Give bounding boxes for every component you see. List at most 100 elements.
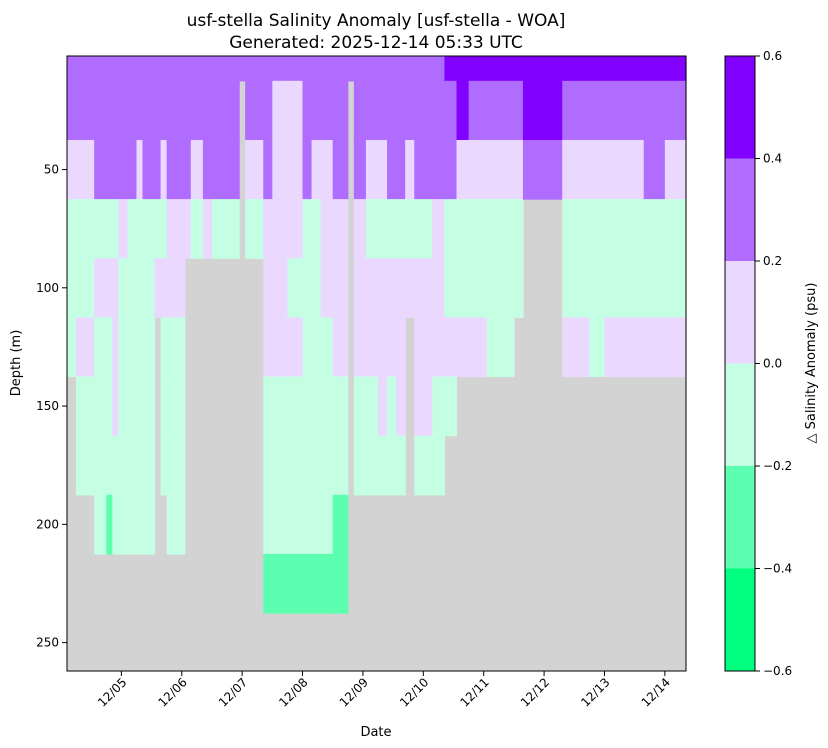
y-axis-label: Depth (m) — [9, 330, 24, 397]
heatmap-cell — [166, 199, 174, 259]
heatmap-cell — [118, 317, 128, 378]
x-tick-label: 12/05 — [95, 675, 129, 709]
heatmap-cell — [432, 258, 446, 318]
heatmap-cell — [76, 80, 83, 141]
heatmap-cell — [154, 139, 162, 200]
heatmap-cell — [332, 258, 349, 318]
heatmap-cell — [332, 553, 349, 614]
heatmap-cell — [221, 199, 240, 259]
heatmap-cell — [112, 199, 119, 259]
heatmap-cell — [272, 317, 289, 378]
heatmap-cell — [211, 199, 222, 259]
heatmap-cell — [127, 139, 138, 200]
heatmap-cell — [160, 376, 168, 437]
heatmap-cell — [456, 317, 470, 378]
heatmap-cell — [414, 435, 424, 496]
heatmap-cell — [82, 435, 95, 496]
heatmap-cell — [320, 258, 334, 318]
heatmap-cell — [468, 139, 488, 200]
heatmap-cell — [263, 80, 273, 141]
heatmap-cell — [142, 317, 156, 378]
heatmap-cell — [112, 435, 119, 496]
heatmap-cell — [82, 317, 95, 378]
heatmap-cell — [643, 258, 666, 318]
heatmap-cell — [365, 56, 379, 82]
heatmap-cell — [378, 435, 388, 496]
heatmap-cell — [378, 258, 388, 318]
heatmap-cell — [625, 56, 645, 82]
heatmap-cell — [311, 199, 322, 259]
heatmap-cell — [76, 435, 83, 496]
heatmap-cell — [154, 80, 162, 141]
heatmap-cell — [468, 80, 488, 141]
heatmap-cell — [112, 139, 119, 200]
heatmap-cell — [136, 376, 144, 437]
heatmap-cell — [211, 139, 222, 200]
heatmap-cell — [287, 139, 304, 200]
heatmap-cell — [396, 317, 406, 378]
heatmap-cell — [504, 258, 515, 318]
heatmap-cell — [160, 80, 168, 141]
heatmap-cell — [287, 317, 304, 378]
colorbar-tick-label: 0.0 — [763, 357, 782, 371]
heatmap-cell — [287, 553, 304, 614]
heatmap-cell — [76, 199, 83, 259]
heatmap-cell — [211, 80, 222, 141]
heatmap-cell — [118, 139, 128, 200]
heatmap-cell — [423, 56, 433, 82]
heatmap-cell — [332, 199, 349, 259]
heatmap-cell — [112, 258, 119, 318]
heatmap-cell — [589, 80, 606, 141]
heatmap-cell — [172, 376, 186, 437]
heatmap-cell — [625, 317, 645, 378]
colorbar-segment — [725, 363, 755, 466]
heatmap-cell — [332, 139, 349, 200]
heatmap-cell — [664, 139, 687, 200]
heatmap-cell — [432, 435, 446, 496]
heatmap-cell — [184, 139, 192, 200]
heatmap-cell — [166, 317, 174, 378]
heatmap-cell — [272, 435, 289, 496]
heatmap-cell — [444, 199, 458, 259]
heatmap-cell — [486, 80, 506, 141]
heatmap-cell — [136, 317, 144, 378]
heatmap-cell — [118, 199, 128, 259]
heatmap-cell — [184, 56, 192, 82]
colorbar-segment — [725, 466, 755, 569]
heatmap-cell — [245, 56, 264, 82]
heatmap-cell — [106, 56, 113, 82]
heatmap-cell — [432, 139, 446, 200]
heatmap-cell — [272, 553, 289, 614]
heatmap-cell — [387, 258, 397, 318]
heatmap-cell — [414, 317, 424, 378]
heatmap-cell — [302, 376, 313, 437]
heatmap-cell — [166, 376, 174, 437]
heatmap-cell — [378, 376, 388, 437]
heatmap-cell — [544, 56, 563, 82]
heatmap-cell — [643, 56, 666, 82]
heatmap-cell — [589, 199, 606, 259]
heatmap-cell — [311, 494, 322, 555]
heatmap-cell — [513, 258, 524, 318]
colorbar-segment — [725, 56, 755, 159]
heatmap-cell — [432, 56, 446, 82]
heatmap-cell — [172, 199, 186, 259]
x-tick-label: 12/13 — [578, 675, 612, 709]
heatmap-cell — [302, 139, 313, 200]
heatmap-cell — [320, 80, 334, 141]
heatmap-cell — [311, 435, 322, 496]
heatmap-cell — [414, 80, 424, 141]
heatmap-cell — [664, 56, 687, 82]
heatmap-cell — [94, 494, 107, 555]
heatmap-cell — [396, 435, 406, 496]
heatmap-cell — [625, 139, 645, 200]
heatmap-cell — [272, 376, 289, 437]
heatmap-cell — [263, 435, 273, 496]
heatmap-cell — [272, 494, 289, 555]
heatmap-cell — [202, 139, 213, 200]
heatmap-cell — [106, 258, 113, 318]
heatmap-cell — [456, 80, 470, 141]
heatmap-cell — [302, 317, 313, 378]
heatmap-cell — [76, 139, 83, 200]
y-tick-label: 200 — [36, 517, 59, 531]
